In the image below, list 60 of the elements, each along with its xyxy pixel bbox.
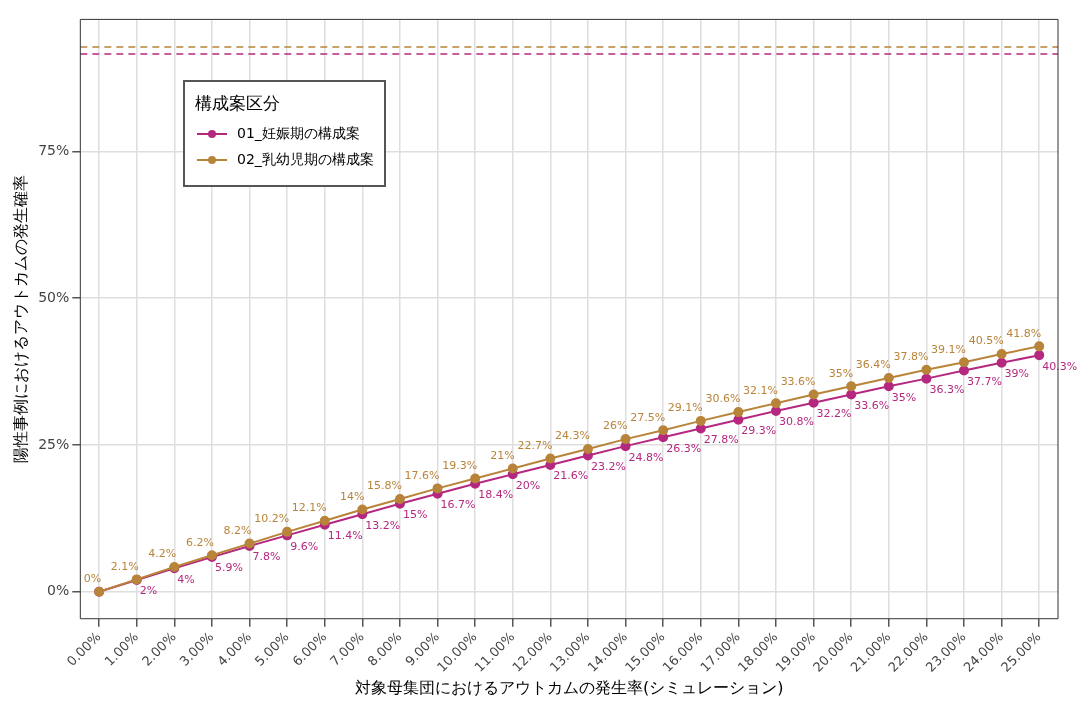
data-label: 39% — [1004, 367, 1030, 381]
data-label: 11.4% — [327, 529, 363, 543]
data-label: 0% — [83, 572, 102, 586]
data-label: 19.3% — [442, 458, 478, 472]
data-label: 8.2% — [223, 523, 252, 537]
data-label: 39.1% — [931, 342, 966, 356]
y-tick-label: 75% — [38, 142, 70, 159]
data-label: 15% — [402, 508, 428, 522]
data-label: 37.7% — [966, 374, 1002, 388]
data-label: 36.3% — [929, 383, 965, 396]
y-tick-label: 50% — [38, 288, 70, 305]
legend-title: 構成案区分 — [195, 92, 281, 115]
data-label: 2% — [139, 584, 158, 598]
data-label: 35% — [828, 366, 854, 380]
data-label: 20% — [515, 478, 541, 492]
data-label: 18.4% — [478, 488, 514, 502]
data-label: 6.2% — [185, 535, 214, 549]
data-label: 40.3% — [1042, 359, 1078, 373]
data-label: 16.7% — [440, 498, 476, 512]
data-label: 4.2% — [148, 547, 177, 561]
data-label: 26.3% — [666, 441, 702, 455]
data-label: 32.2% — [816, 407, 852, 421]
y-tick-label: 0% — [47, 582, 70, 599]
data-label: 35% — [891, 390, 917, 404]
data-label: 29.1% — [667, 401, 703, 415]
data-label: 2.1% — [110, 559, 139, 573]
data-label: 13.2% — [365, 518, 401, 532]
y-tick-label: 25% — [38, 435, 70, 452]
data-label: 30.6% — [705, 392, 741, 406]
data-label: 7.8% — [252, 550, 281, 564]
data-label: 36.4% — [855, 358, 891, 372]
data-label: 24.8% — [628, 450, 664, 464]
data-label: 27.8% — [703, 432, 739, 446]
data-label: 41.8% — [1006, 326, 1042, 340]
data-label: 32.1% — [743, 383, 778, 397]
data-label: 30.8% — [778, 415, 814, 429]
data-label: 22.7% — [517, 438, 553, 452]
data-label: 21% — [490, 448, 515, 462]
data-label: 40.5% — [968, 334, 1004, 348]
data-label: 4% — [177, 572, 195, 586]
data-label: 24.3% — [555, 429, 590, 443]
data-label: 27.5% — [630, 410, 666, 424]
data-label: 21.6% — [553, 469, 589, 483]
data-label: 9.6% — [290, 539, 319, 553]
data-label: 15.8% — [366, 479, 402, 493]
data-label: 17.6% — [404, 468, 440, 482]
data-label: 10.2% — [254, 512, 290, 526]
data-label: 14% — [339, 489, 365, 503]
x-axis-title: 対象母集団におけるアウトカムの発生率(シミュレーション) — [354, 677, 784, 697]
data-label: 37.8% — [893, 350, 929, 364]
legend-label: 02_乳幼児期の構成案 — [237, 151, 374, 169]
y-axis-title: 陽性事例におけるアウトカムの発生確率 — [10, 175, 30, 464]
data-label: 33.6% — [854, 398, 890, 412]
data-label: 26% — [603, 419, 628, 433]
data-label: 5.9% — [214, 561, 243, 575]
data-label: 33.6% — [780, 374, 816, 388]
data-label: 29.3% — [741, 424, 777, 438]
data-label: 12.1% — [291, 501, 327, 515]
legend-label: 01_妊娠期の構成案 — [237, 125, 360, 143]
data-label: 23.2% — [590, 459, 626, 473]
